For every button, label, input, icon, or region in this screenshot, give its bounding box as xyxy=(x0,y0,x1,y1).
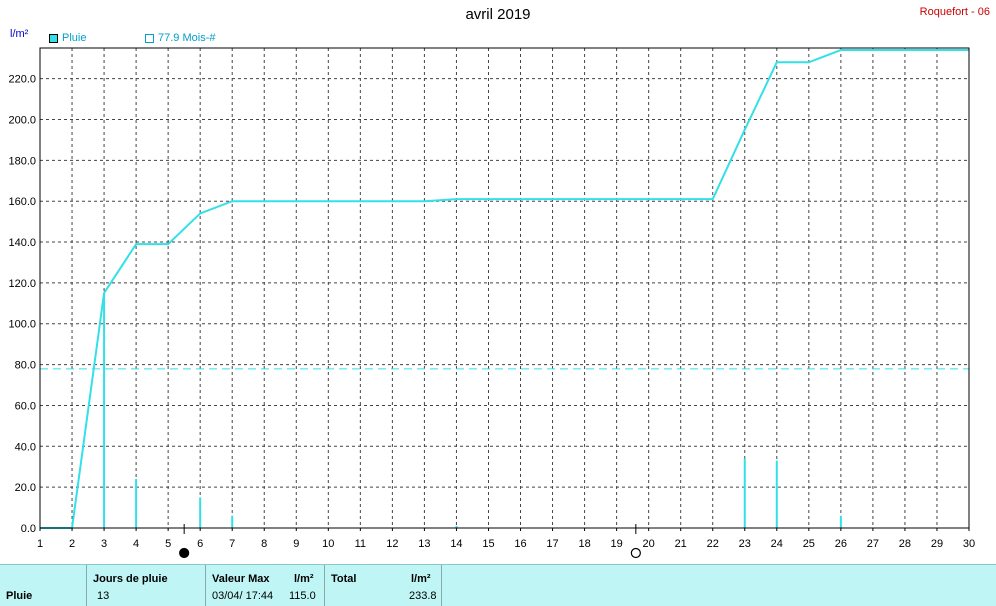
y-tick-label: 180.0 xyxy=(8,155,36,167)
summary-row-label: Pluie xyxy=(6,590,33,602)
y-tick-label: 40.0 xyxy=(15,441,36,453)
x-tick-label: 25 xyxy=(803,538,815,550)
station-name: Roquefort - 06 xyxy=(919,6,990,18)
x-tick-label: 7 xyxy=(229,538,235,550)
legend-average-swatch xyxy=(145,33,154,43)
x-tick-label: 9 xyxy=(293,538,299,550)
x-tick-label: 16 xyxy=(514,538,526,550)
x-tick-label: 13 xyxy=(418,538,430,550)
legend-rain-label: Pluie xyxy=(62,32,87,44)
summary-total-cell: Total l/m² 233.8 xyxy=(325,565,442,606)
x-tick-label: 30 xyxy=(963,538,975,550)
summary-rain-days-cell: Jours de pluie 13 xyxy=(87,565,206,606)
rain-bar xyxy=(199,497,202,528)
x-tick-label: 10 xyxy=(322,538,334,550)
rain-chart: 0.0 20.0 40.0 60.0 80.0 100.0 120.0 140.0 160.0 1… xyxy=(8,47,975,559)
y-tick-label: 0.0 xyxy=(21,523,36,535)
rain-bar xyxy=(455,525,458,528)
x-tick-label: 19 xyxy=(610,538,622,550)
x-tick-label: 17 xyxy=(546,538,558,550)
chart-grid xyxy=(39,48,970,529)
x-tick-label: 15 xyxy=(482,538,494,550)
y-tick-label: 120.0 xyxy=(8,278,36,290)
total-header: Total xyxy=(331,573,357,585)
cumulative-rain-line xyxy=(40,49,969,529)
x-tick-label: 5 xyxy=(165,538,171,550)
max-date: 03/04/ 17:44 xyxy=(212,590,274,602)
summary-max-cell: Valeur Max l/m² 03/04/ 17:44 115.0 xyxy=(206,565,325,606)
legend-average: 77.9 Mois-# xyxy=(145,32,215,44)
x-tick-label: 21 xyxy=(675,538,687,550)
rain-bar xyxy=(743,458,746,528)
y-tick-label: 140.0 xyxy=(8,237,36,249)
x-tick-label: 4 xyxy=(133,538,139,550)
y-axis-unit: l/m² xyxy=(10,28,29,40)
rain-bar xyxy=(135,478,138,528)
rain-bar xyxy=(775,460,778,528)
legend-average-label: 77.9 Mois-# xyxy=(158,32,216,44)
x-tick-label: 22 xyxy=(707,538,719,550)
full-moon-icon xyxy=(630,547,641,559)
x-tick-label: 28 xyxy=(899,538,911,550)
x-tick-label: 6 xyxy=(197,538,203,550)
x-tick-label: 12 xyxy=(386,538,398,550)
rain-bar xyxy=(103,293,106,528)
legend-rain-swatch xyxy=(49,33,58,43)
plot-border xyxy=(39,47,970,529)
cumulative-line xyxy=(40,49,969,529)
max-header: Valeur Max xyxy=(212,573,270,585)
daily-rain-bars xyxy=(103,293,842,528)
y-tick-label: 80.0 xyxy=(15,360,36,372)
x-axis-ticks: 1 2 3 4 5 6 7 8 9 10 11 12 13 14 15 16 17 18 19 20 21 22 23 24 2… xyxy=(37,528,975,550)
x-tick-label: 14 xyxy=(450,538,462,550)
chart-title: avril 2019 xyxy=(465,6,531,23)
y-tick-label: 200.0 xyxy=(8,114,36,126)
max-value: 115.0 xyxy=(289,590,316,602)
new-moon-icon xyxy=(179,547,190,559)
y-tick-label: 160.0 xyxy=(8,196,36,208)
summary-row-label-cell: Pluie xyxy=(0,565,87,606)
max-unit: l/m² xyxy=(294,573,314,585)
x-tick-label: 27 xyxy=(867,538,879,550)
x-tick-label: 1 xyxy=(37,538,43,550)
y-tick-label: 20.0 xyxy=(15,482,36,494)
x-tick-label: 29 xyxy=(931,538,943,550)
y-tick-label: 60.0 xyxy=(15,400,36,412)
rain-days-header: Jours de pluie xyxy=(93,573,168,585)
x-tick-label: 2 xyxy=(69,538,75,550)
x-tick-label: 11 xyxy=(355,538,366,550)
x-tick-label: 8 xyxy=(261,538,267,550)
y-tick-label: 100.0 xyxy=(8,319,36,331)
x-tick-label: 23 xyxy=(739,538,751,550)
summary-table: Pluie Jours de pluie 13 Valeur Max l/m² … xyxy=(0,564,996,606)
x-tick-label: 20 xyxy=(643,538,655,550)
x-tick-label: 3 xyxy=(101,538,107,550)
rain-days-value: 13 xyxy=(97,590,110,602)
total-value: 233.8 xyxy=(409,590,437,602)
x-tick-label: 24 xyxy=(771,538,783,550)
plot-frame xyxy=(39,47,970,529)
x-tick-label: 26 xyxy=(835,538,847,550)
legend-rain: Pluie xyxy=(49,32,86,44)
y-tick-label: 220.0 xyxy=(8,74,36,86)
y-axis-ticks: 0.0 20.0 40.0 60.0 80.0 100.0 120.0 140.0 160.0 1… xyxy=(8,74,36,535)
total-unit: l/m² xyxy=(411,573,431,585)
rain-bar xyxy=(839,515,842,528)
x-tick-label: 18 xyxy=(578,538,590,550)
moon-phase-markers xyxy=(179,524,641,559)
rain-bar xyxy=(231,515,234,528)
